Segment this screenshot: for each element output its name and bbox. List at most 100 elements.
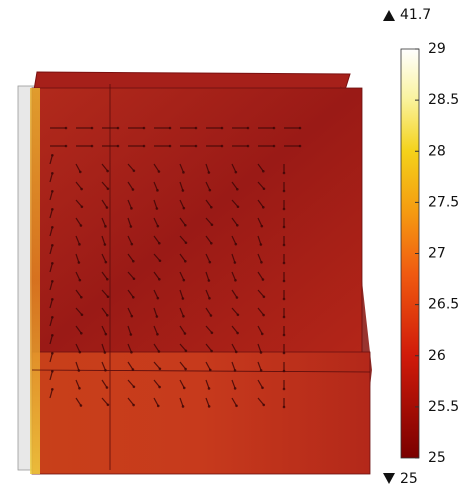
arrow-head xyxy=(263,187,266,190)
tick-label: 28.5 xyxy=(428,92,459,108)
arrow-head xyxy=(273,145,276,148)
arrow-head xyxy=(263,295,266,298)
arrow-head xyxy=(105,333,108,336)
arrow-head xyxy=(51,280,54,283)
arrow-head xyxy=(156,333,159,336)
arrow-head xyxy=(182,189,185,192)
arrow-head xyxy=(234,369,237,372)
arrow-head xyxy=(132,368,135,371)
arrow-head xyxy=(183,279,186,282)
arrow-head xyxy=(91,145,94,148)
arrow-head xyxy=(210,314,213,317)
arrow-head xyxy=(159,259,162,262)
arrow-head xyxy=(51,352,54,355)
arrow-head xyxy=(211,223,214,226)
arrow-head xyxy=(131,243,134,246)
arrow-head xyxy=(130,351,133,354)
arrow-head xyxy=(158,278,161,281)
arrow-head xyxy=(91,127,94,130)
arrow-head xyxy=(51,370,54,373)
arrow-head xyxy=(106,314,109,317)
arrow-head xyxy=(51,190,54,193)
arrow-head xyxy=(156,207,159,210)
arrow-head xyxy=(51,154,54,157)
arrow-head xyxy=(283,370,286,373)
arrow-head xyxy=(133,277,136,280)
min-marker xyxy=(383,473,395,484)
arrow-head xyxy=(51,172,54,175)
arrow-head xyxy=(235,243,238,246)
arrow-head xyxy=(234,387,237,390)
arrow-head xyxy=(260,261,263,264)
arrow-head xyxy=(157,225,160,228)
tick-label: 27.5 xyxy=(428,194,459,210)
arrow-head xyxy=(105,261,108,264)
arrow-head xyxy=(156,315,159,318)
arrow-head xyxy=(117,145,120,148)
max-marker xyxy=(383,10,395,21)
arrow-head xyxy=(107,403,110,406)
arrow-head xyxy=(106,386,109,389)
arrow-head xyxy=(80,296,83,299)
arrow-head xyxy=(260,369,263,372)
tick-label: 28 xyxy=(428,143,446,159)
arrow-head xyxy=(299,145,302,148)
arrow-head xyxy=(79,351,82,354)
arrow-head xyxy=(262,404,265,407)
tick-label: 29 xyxy=(428,41,446,57)
arrow-head xyxy=(78,387,81,390)
arrow-head xyxy=(183,207,186,210)
arrow-head xyxy=(262,206,265,209)
arrow-head xyxy=(51,316,54,319)
top-face xyxy=(34,72,350,90)
arrow-head xyxy=(261,225,264,228)
arrow-head xyxy=(208,387,211,390)
arrow-head xyxy=(195,127,198,130)
arrow-head xyxy=(182,297,185,300)
arrow-head xyxy=(81,313,84,316)
arrow-head xyxy=(80,332,83,335)
arrow-head xyxy=(130,333,133,336)
arrow-head xyxy=(283,388,286,391)
arrow-head xyxy=(234,261,237,264)
arrow-head xyxy=(208,279,211,282)
arrow-head xyxy=(237,313,240,316)
arrow-head xyxy=(260,243,263,246)
arrow-head xyxy=(78,261,81,264)
arrow-head xyxy=(185,241,188,244)
arrow-head xyxy=(209,369,212,372)
arrow-head xyxy=(283,334,286,337)
plot: 41.7 25 2525.52626.52727.52828.529 xyxy=(0,0,469,488)
arrow-head xyxy=(106,278,109,281)
arrow-head xyxy=(283,406,286,409)
arrow-head xyxy=(79,279,82,282)
arrow-head xyxy=(81,205,84,208)
hot-edge xyxy=(30,88,40,474)
arrow-head xyxy=(283,352,286,355)
arrow-head xyxy=(159,367,162,370)
arrow-head xyxy=(283,208,286,211)
arrow-head xyxy=(79,171,82,174)
arrow-head xyxy=(260,351,263,354)
arrow-head xyxy=(51,226,54,229)
arrow-head xyxy=(107,187,110,190)
arrow-head xyxy=(106,206,109,209)
arrow-head xyxy=(283,298,286,301)
arrow-head xyxy=(184,260,187,263)
arrow-head xyxy=(210,350,213,353)
arrow-head xyxy=(130,225,133,228)
arrow-head xyxy=(65,145,68,148)
arrow-head xyxy=(283,172,286,175)
arrow-head xyxy=(131,315,134,318)
arrow-head xyxy=(182,315,185,318)
arrow-head xyxy=(158,170,161,173)
arrow-head xyxy=(169,127,172,130)
arrow-head xyxy=(283,190,286,193)
arrow-head xyxy=(283,280,286,283)
arrow-head xyxy=(247,145,250,148)
arrow-head xyxy=(235,171,238,174)
arrow-head xyxy=(143,145,146,148)
page: 41.7 25 2525.52626.52727.52828.529 (() =… xyxy=(0,0,469,488)
arrow-head xyxy=(273,127,276,130)
